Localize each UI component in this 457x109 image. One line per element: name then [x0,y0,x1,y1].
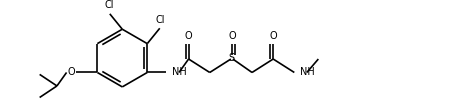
Text: O: O [68,67,75,77]
Text: Cl: Cl [156,15,165,25]
Text: O: O [269,31,277,41]
Text: O: O [229,31,237,41]
Text: Cl: Cl [104,0,114,10]
Text: S: S [229,53,235,63]
Text: NH: NH [300,66,315,77]
Text: O: O [185,31,192,41]
Text: NH: NH [172,66,187,77]
